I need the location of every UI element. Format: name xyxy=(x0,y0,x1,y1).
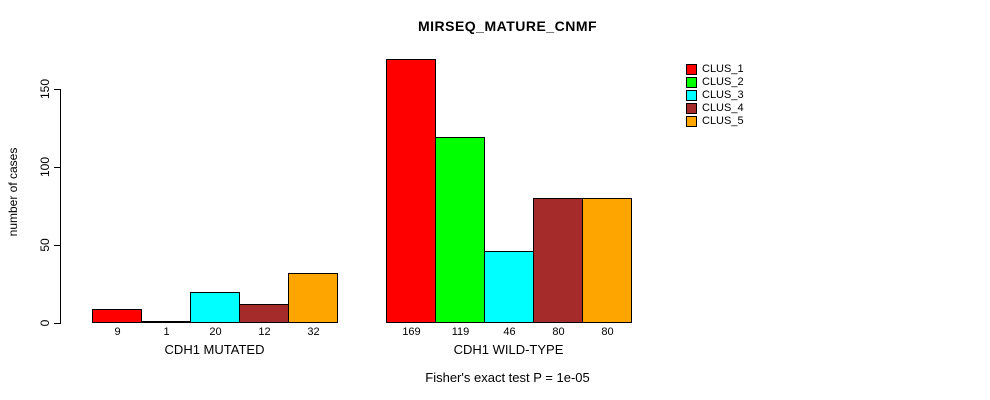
bar-value-label: 169 xyxy=(402,326,421,338)
legend-swatch-icon xyxy=(686,90,697,101)
legend: CLUS_1 CLUS_2 CLUS_3 CLUS_4 CLUS_5 xyxy=(686,63,744,128)
bar-clus_1 xyxy=(92,309,142,323)
bar-clus_5 xyxy=(288,273,338,323)
legend-item: CLUS_3 xyxy=(686,89,744,102)
y-axis-tick xyxy=(54,88,60,90)
y-axis-tick xyxy=(54,244,60,246)
bar-value-label: 1 xyxy=(163,326,170,338)
bar-clus_2 xyxy=(141,321,191,323)
chart-title: MIRSEQ_MATURE_CNMF xyxy=(417,18,598,34)
footnote: Fisher's exact test P = 1e-05 xyxy=(425,370,590,385)
legend-swatch-icon xyxy=(686,77,697,88)
legend-item: CLUS_2 xyxy=(686,76,744,89)
bar-value-label: 80 xyxy=(552,326,565,338)
bar-clus_2 xyxy=(435,137,485,323)
group-label: CDH1 MUTATED xyxy=(164,342,265,357)
legend-item: CLUS_4 xyxy=(686,102,744,115)
bar-clus_4 xyxy=(533,198,583,323)
bar-clus_3 xyxy=(484,251,534,323)
bar-clus_3 xyxy=(190,292,240,323)
y-axis-label: number of cases xyxy=(6,147,20,237)
y-axis-tick-label: 150 xyxy=(38,78,52,100)
group-label: CDH1 WILD-TYPE xyxy=(453,342,564,357)
bar-clus_1 xyxy=(386,59,436,323)
legend-label: CLUS_4 xyxy=(702,102,744,114)
y-axis-tick xyxy=(54,166,60,168)
legend-label: CLUS_3 xyxy=(702,89,744,101)
y-axis-tick-label: 0 xyxy=(38,319,52,327)
legend-label: CLUS_1 xyxy=(702,63,744,75)
bar-value-label: 80 xyxy=(601,326,614,338)
legend-swatch-icon xyxy=(686,103,697,114)
y-axis-tick xyxy=(54,322,60,324)
legend-swatch-icon xyxy=(686,64,697,75)
legend-item: CLUS_1 xyxy=(686,63,744,76)
legend-item: CLUS_5 xyxy=(686,115,744,128)
bar-value-label: 9 xyxy=(114,326,121,338)
bar-value-label: 46 xyxy=(503,326,516,338)
bar-value-label: 20 xyxy=(209,326,222,338)
legend-label: CLUS_5 xyxy=(702,115,744,127)
bar-clus_4 xyxy=(239,304,289,323)
y-axis-tick-label: 50 xyxy=(38,238,52,252)
legend-label: CLUS_2 xyxy=(702,76,744,88)
y-axis-line xyxy=(60,89,61,324)
y-axis-tick-label: 100 xyxy=(38,156,52,178)
bar-value-label: 12 xyxy=(258,326,271,338)
bar-clus_5 xyxy=(582,198,632,323)
bar-value-label: 119 xyxy=(451,326,470,338)
bar-value-label: 32 xyxy=(307,326,320,338)
legend-swatch-icon xyxy=(686,116,697,127)
